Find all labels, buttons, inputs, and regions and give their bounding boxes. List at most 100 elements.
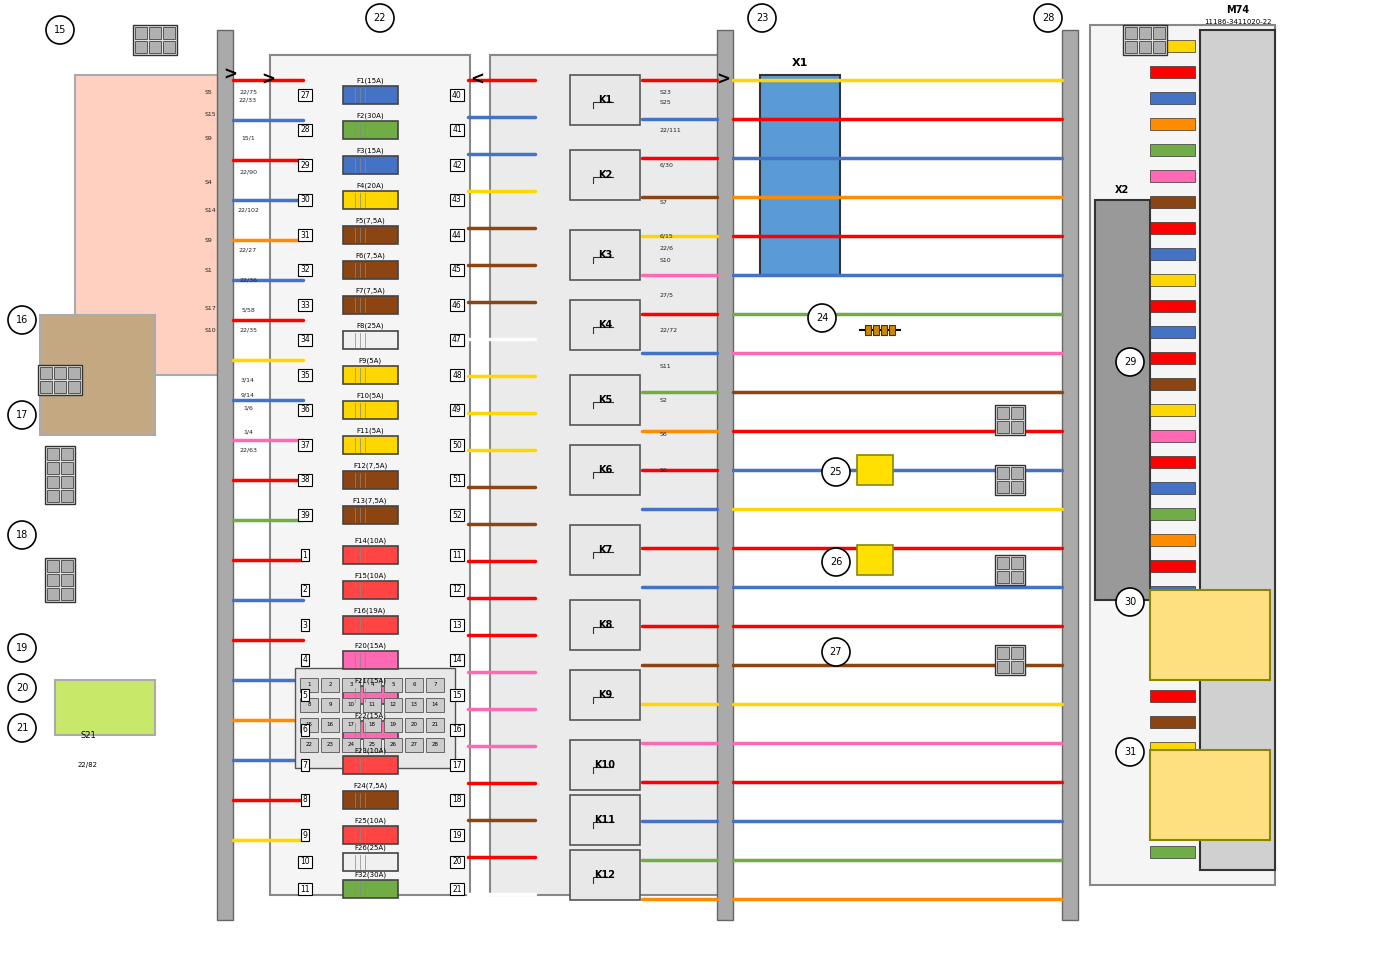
Text: S5: S5: [206, 90, 213, 94]
Bar: [343, 546, 397, 564]
Bar: [1150, 794, 1195, 806]
Bar: [383, 718, 401, 732]
Bar: [1150, 222, 1195, 234]
Text: 49: 49: [453, 406, 463, 415]
Bar: [426, 738, 444, 752]
Bar: [1150, 482, 1195, 494]
Bar: [569, 850, 640, 900]
Text: 22: 22: [374, 13, 386, 23]
Text: X2: X2: [1115, 185, 1129, 195]
Circle shape: [8, 306, 36, 334]
Circle shape: [365, 4, 394, 32]
Bar: [569, 445, 640, 495]
Text: S7: S7: [660, 200, 668, 204]
Text: 39: 39: [300, 511, 310, 520]
Bar: [569, 740, 640, 790]
Text: 10: 10: [347, 703, 354, 708]
Bar: [406, 678, 424, 692]
Text: 2: 2: [303, 585, 307, 595]
Bar: [760, 75, 840, 275]
Text: 4: 4: [371, 683, 374, 687]
Bar: [1150, 560, 1195, 572]
Text: F23(10A): F23(10A): [354, 747, 386, 754]
Bar: [343, 226, 397, 244]
Bar: [47, 574, 58, 586]
Bar: [342, 698, 360, 712]
Text: 3: 3: [303, 621, 307, 629]
Text: 18: 18: [368, 722, 375, 728]
Text: F5(7,5A): F5(7,5A): [356, 218, 385, 224]
Text: S23: S23: [660, 90, 672, 94]
Text: 6: 6: [413, 683, 415, 687]
Bar: [1150, 66, 1195, 78]
Text: 22/27: 22/27: [239, 248, 257, 253]
Bar: [75, 75, 231, 375]
Bar: [343, 436, 397, 454]
Text: 41: 41: [453, 125, 461, 135]
Bar: [300, 718, 318, 732]
Text: 24: 24: [815, 313, 828, 323]
Text: F20(15A): F20(15A): [354, 642, 386, 649]
Bar: [343, 401, 397, 419]
Text: 6/30: 6/30: [660, 163, 674, 168]
Text: S21: S21: [81, 731, 96, 739]
Text: 5: 5: [392, 683, 394, 687]
Bar: [569, 300, 640, 350]
Bar: [61, 574, 74, 586]
Bar: [997, 467, 1008, 479]
Bar: [889, 325, 895, 335]
Bar: [1090, 25, 1275, 885]
Text: S9: S9: [206, 136, 213, 141]
Bar: [490, 55, 720, 895]
Bar: [1011, 421, 1024, 433]
Bar: [61, 448, 74, 460]
Text: F24(7,5A): F24(7,5A): [353, 783, 388, 789]
Text: S15: S15: [206, 113, 217, 118]
Bar: [38, 365, 82, 395]
Text: S11: S11: [660, 363, 672, 368]
Bar: [217, 30, 233, 920]
Text: F22(15A): F22(15A): [354, 712, 386, 719]
Bar: [881, 325, 888, 335]
Text: F7(7,5A): F7(7,5A): [356, 287, 385, 294]
Text: 12: 12: [389, 703, 396, 708]
Bar: [997, 407, 1008, 419]
Text: 15: 15: [453, 690, 461, 700]
Text: S25: S25: [660, 99, 672, 104]
Bar: [133, 25, 176, 55]
Bar: [426, 718, 444, 732]
Text: 19: 19: [453, 831, 461, 840]
Text: 52: 52: [453, 511, 461, 520]
Text: F1(15A): F1(15A): [356, 77, 383, 84]
Bar: [343, 581, 397, 599]
Text: 35: 35: [300, 370, 310, 380]
Bar: [569, 600, 640, 650]
Bar: [874, 325, 879, 335]
Bar: [383, 678, 401, 692]
Bar: [47, 462, 58, 474]
Bar: [1150, 456, 1195, 468]
Circle shape: [1033, 4, 1063, 32]
Text: 22/82: 22/82: [78, 762, 99, 768]
Bar: [135, 41, 147, 53]
Bar: [383, 698, 401, 712]
Circle shape: [822, 638, 850, 666]
Bar: [995, 405, 1025, 435]
Text: 10: 10: [300, 858, 310, 867]
Bar: [343, 686, 397, 704]
Text: 29: 29: [1124, 357, 1136, 367]
Bar: [406, 698, 424, 712]
Text: F21(15A): F21(15A): [354, 678, 386, 684]
Text: F12(7,5A): F12(7,5A): [353, 463, 388, 469]
Text: 7: 7: [303, 761, 307, 769]
Text: 27: 27: [411, 742, 418, 747]
Bar: [343, 721, 397, 739]
Bar: [1150, 742, 1195, 754]
Text: S14: S14: [206, 207, 217, 212]
Bar: [1011, 467, 1024, 479]
Text: S6: S6: [660, 468, 668, 472]
Text: 19: 19: [15, 643, 28, 653]
Bar: [163, 27, 175, 39]
Text: 8: 8: [307, 703, 311, 708]
Text: 13: 13: [411, 703, 418, 708]
